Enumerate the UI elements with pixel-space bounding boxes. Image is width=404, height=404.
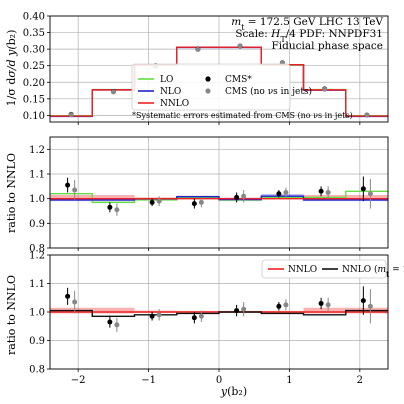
band-nnlo xyxy=(92,307,135,314)
legend-lo-label: LO xyxy=(160,75,173,85)
legend-nnlo1715-label: NNLO (mt = 171.5 GeV) xyxy=(342,264,404,279)
legend-nnlo-bottom-label: NNLO xyxy=(288,265,317,275)
cms-nonu-point xyxy=(114,322,120,328)
cms-nonu-point xyxy=(195,46,201,52)
info-line-mass: mt = 172.5 GeV LHC 13 TeV xyxy=(231,16,383,32)
y-tick-label: 1.1 xyxy=(29,170,45,181)
legend-cms-nonu-marker xyxy=(205,88,211,94)
x-tick-label: 0 xyxy=(216,375,222,386)
band-nnlo xyxy=(345,194,388,200)
top-ylabel: 1/σ dσ/d y(b₂) xyxy=(5,30,18,107)
cms-point xyxy=(318,188,324,194)
series-nnlo xyxy=(50,46,388,117)
band-nnlo xyxy=(303,307,346,314)
cms-point xyxy=(107,319,113,325)
cms-point xyxy=(360,298,366,304)
bottom-ylabel: ratio to NNLO xyxy=(5,275,18,355)
y-tick-label: 1.0 xyxy=(29,194,45,205)
cms-point xyxy=(149,199,155,205)
y-tick-label: 1.0 xyxy=(29,308,45,319)
panel-frame xyxy=(49,254,389,370)
cms-nonu-point xyxy=(198,199,204,205)
info-line-scale: Scale: HT/4 PDF: NNPDF31 xyxy=(235,28,383,44)
x-tick-label: −2 xyxy=(71,375,86,386)
y-tick-label: 0.8 xyxy=(29,244,45,255)
cms-nonu-point xyxy=(283,302,289,308)
cms-nonu-point xyxy=(241,193,247,199)
x-tick-label: 2 xyxy=(357,375,363,386)
cms-nonu-point xyxy=(114,207,120,213)
cms-point xyxy=(191,315,197,321)
legend-cms-marker xyxy=(205,76,211,82)
legend-top: LO NLO NNLO CMS* CMS (no νs in jets) xyxy=(131,63,312,111)
y-tick-label: 1.1 xyxy=(29,279,45,290)
cms-nonu-point xyxy=(283,190,289,195)
cms-nonu-point xyxy=(325,190,331,195)
cms-point xyxy=(276,303,282,309)
cms-nonu-point xyxy=(367,191,373,197)
legend-cms-label: CMS* xyxy=(225,75,252,85)
y-tick-label: 0.9 xyxy=(29,219,45,230)
y-tick-label: 0.30 xyxy=(23,45,45,56)
cms-nonu-point xyxy=(237,43,243,49)
band-nnlo xyxy=(50,194,93,200)
cms-nonu-point xyxy=(325,302,331,308)
series-nnlo-m-t-171-5-gev- xyxy=(50,309,388,317)
cms-point xyxy=(191,201,197,207)
cms-point xyxy=(234,194,240,200)
x-tick-label: 1 xyxy=(286,375,292,386)
legend-cms-nonu-label: CMS (no νs in jets) xyxy=(225,86,312,97)
cms-point xyxy=(234,308,240,314)
y-tick-label: 0.10 xyxy=(23,111,45,122)
y-tick-label: 0.20 xyxy=(23,78,45,89)
legend-nnlo-label: NNLO xyxy=(160,99,189,109)
cms-nonu-point xyxy=(110,89,116,95)
cms-nonu-point xyxy=(72,187,78,193)
legend-bottom: NNLO NNLO (mt = 171.5 GeV) xyxy=(261,259,404,279)
footnote: *Systematic errors estimated from CMS (n… xyxy=(132,111,353,120)
legend-nlo-label: NLO xyxy=(160,87,181,97)
cms-point xyxy=(276,191,282,197)
bottom-xlabel: y(b₂) xyxy=(220,385,247,398)
y-tick-label: 0.25 xyxy=(23,61,45,72)
cms-point xyxy=(65,293,71,299)
y-tick-label: 0.15 xyxy=(23,94,45,105)
middle-ylabel: ratio to NNLO xyxy=(5,153,18,233)
cms-point xyxy=(65,182,71,188)
cms-nonu-point xyxy=(364,112,370,118)
cms-point xyxy=(360,186,366,192)
panel-middle: 0.8 0.9 1.0 1.1 1.2 xyxy=(29,136,389,255)
x-tick-label: −1 xyxy=(141,375,156,386)
cms-nonu-point xyxy=(72,299,78,305)
y-tick-label: 0.9 xyxy=(29,336,45,347)
info-line-phase-space: Fiducial phase space xyxy=(272,40,383,52)
cms-point xyxy=(318,300,324,306)
cms-nonu-point xyxy=(68,112,74,118)
panel-frame xyxy=(49,136,389,249)
panel-frame xyxy=(49,15,389,123)
cms-nonu-point xyxy=(156,198,162,204)
legend-top-box xyxy=(131,63,291,111)
y-tick-label: 0.8 xyxy=(29,365,45,376)
y-tick-label: 0.35 xyxy=(23,28,45,39)
cms-nonu-point xyxy=(367,303,373,309)
band-nnlo xyxy=(92,194,135,200)
y-tick-label: 0.40 xyxy=(23,12,45,23)
y-tick-label: 1.2 xyxy=(29,251,45,262)
cms-nonu-point xyxy=(322,86,328,92)
cms-point xyxy=(107,204,113,210)
panel-bottom: 0.8 0.9 1.0 1.1 1.2 −2 −1 0 1 2 xyxy=(29,251,389,386)
cms-nonu-point xyxy=(198,313,204,319)
cms-nonu-point xyxy=(156,312,162,318)
cms-point xyxy=(149,313,155,319)
y-tick-label: 1.2 xyxy=(29,145,45,156)
cms-nonu-point xyxy=(241,306,247,312)
